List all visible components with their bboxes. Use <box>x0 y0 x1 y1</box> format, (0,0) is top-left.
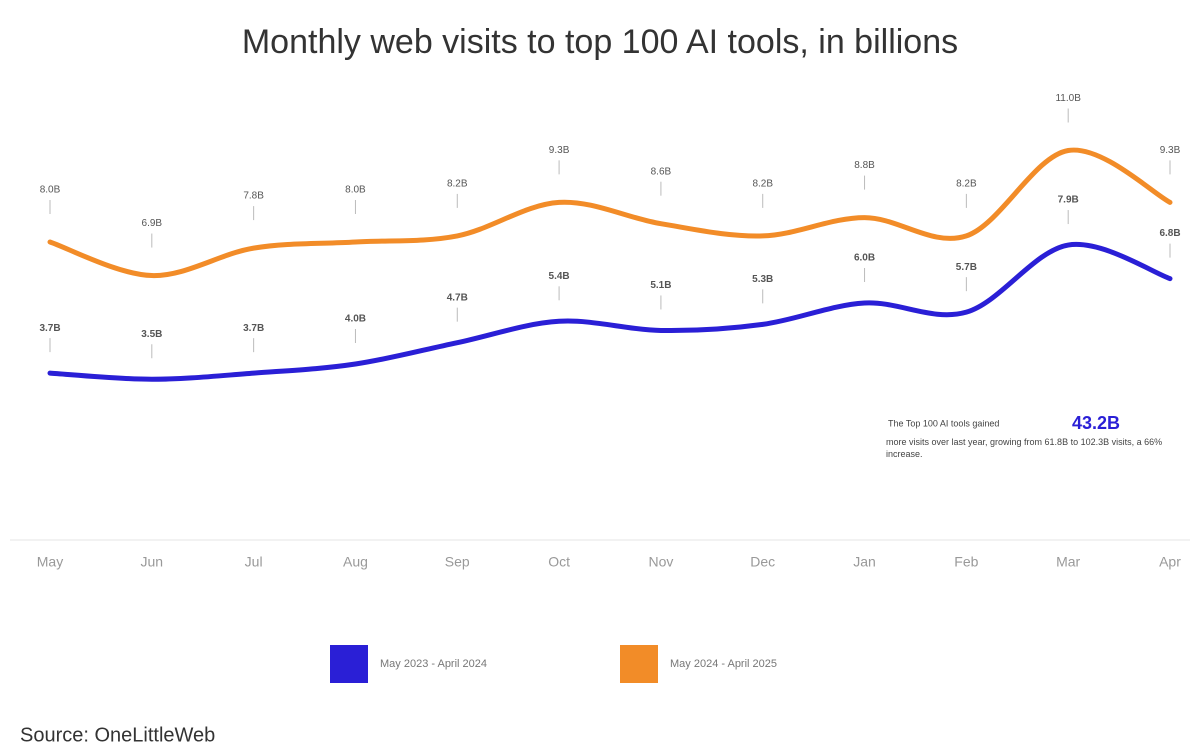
x-tick-label: Dec <box>750 554 775 570</box>
x-tick-label: Nov <box>648 554 673 570</box>
legend-swatch <box>620 645 658 683</box>
annotation-text: The Top 100 AI tools gained <box>888 418 999 428</box>
x-tick-label: Mar <box>1056 554 1080 570</box>
source: Source: OneLittleWeb <box>20 724 215 746</box>
data-label: 8.6B <box>651 166 672 177</box>
annotation-highlight: 43.2B <box>1072 413 1120 433</box>
annotation-box <box>880 410 1185 475</box>
data-label: 4.7B <box>447 292 468 303</box>
legend-swatch <box>330 645 368 683</box>
x-tick-label: Jul <box>245 554 263 570</box>
series-line <box>47 241 1173 382</box>
data-label: 9.3B <box>549 145 570 156</box>
x-tick-label: Jun <box>141 554 164 570</box>
data-label: 8.8B <box>854 160 875 171</box>
data-label: 7.9B <box>1058 195 1079 206</box>
data-label: 8.2B <box>752 179 773 190</box>
data-label: 5.7B <box>956 262 977 273</box>
annotation-body-text: more visits over last year, growing from… <box>886 437 1163 459</box>
data-label: 3.7B <box>39 323 60 334</box>
data-label: 5.4B <box>549 271 570 282</box>
data-label: 11.0B <box>1055 93 1081 104</box>
data-label: 8.0B <box>345 185 366 196</box>
x-tick-label: Apr <box>1159 554 1181 570</box>
x-tick-label: Oct <box>548 554 570 570</box>
data-label: 6.8B <box>1159 228 1180 239</box>
x-tick-label: Aug <box>343 554 368 570</box>
data-label: 8.0B <box>40 185 61 196</box>
legend-label: May 2023 - April 2024 <box>380 658 487 670</box>
data-label: 9.3B <box>1160 145 1181 156</box>
data-label: 4.0B <box>345 314 366 325</box>
data-label: 5.3B <box>752 274 773 285</box>
annotation-body: more visits over last year, growing from… <box>886 437 1163 459</box>
data-label: 8.2B <box>447 179 468 190</box>
data-label: 3.5B <box>141 329 162 340</box>
legend-label: May 2024 - April 2025 <box>670 658 777 670</box>
data-label: 5.1B <box>650 280 671 291</box>
x-tick-label: Sep <box>445 554 470 570</box>
series-line <box>47 147 1173 279</box>
data-label: 8.2B <box>956 179 977 190</box>
x-tick-label: May <box>37 554 63 570</box>
x-tick-label: Feb <box>954 554 978 570</box>
data-label: 6.0B <box>854 253 875 264</box>
data-label: 3.7B <box>243 323 264 334</box>
data-label: 6.9B <box>142 218 163 229</box>
chart-title: Monthly web visits to top 100 AI tools, … <box>242 23 958 61</box>
x-tick-label: Jan <box>853 554 876 570</box>
data-label: 7.8B <box>243 191 264 202</box>
